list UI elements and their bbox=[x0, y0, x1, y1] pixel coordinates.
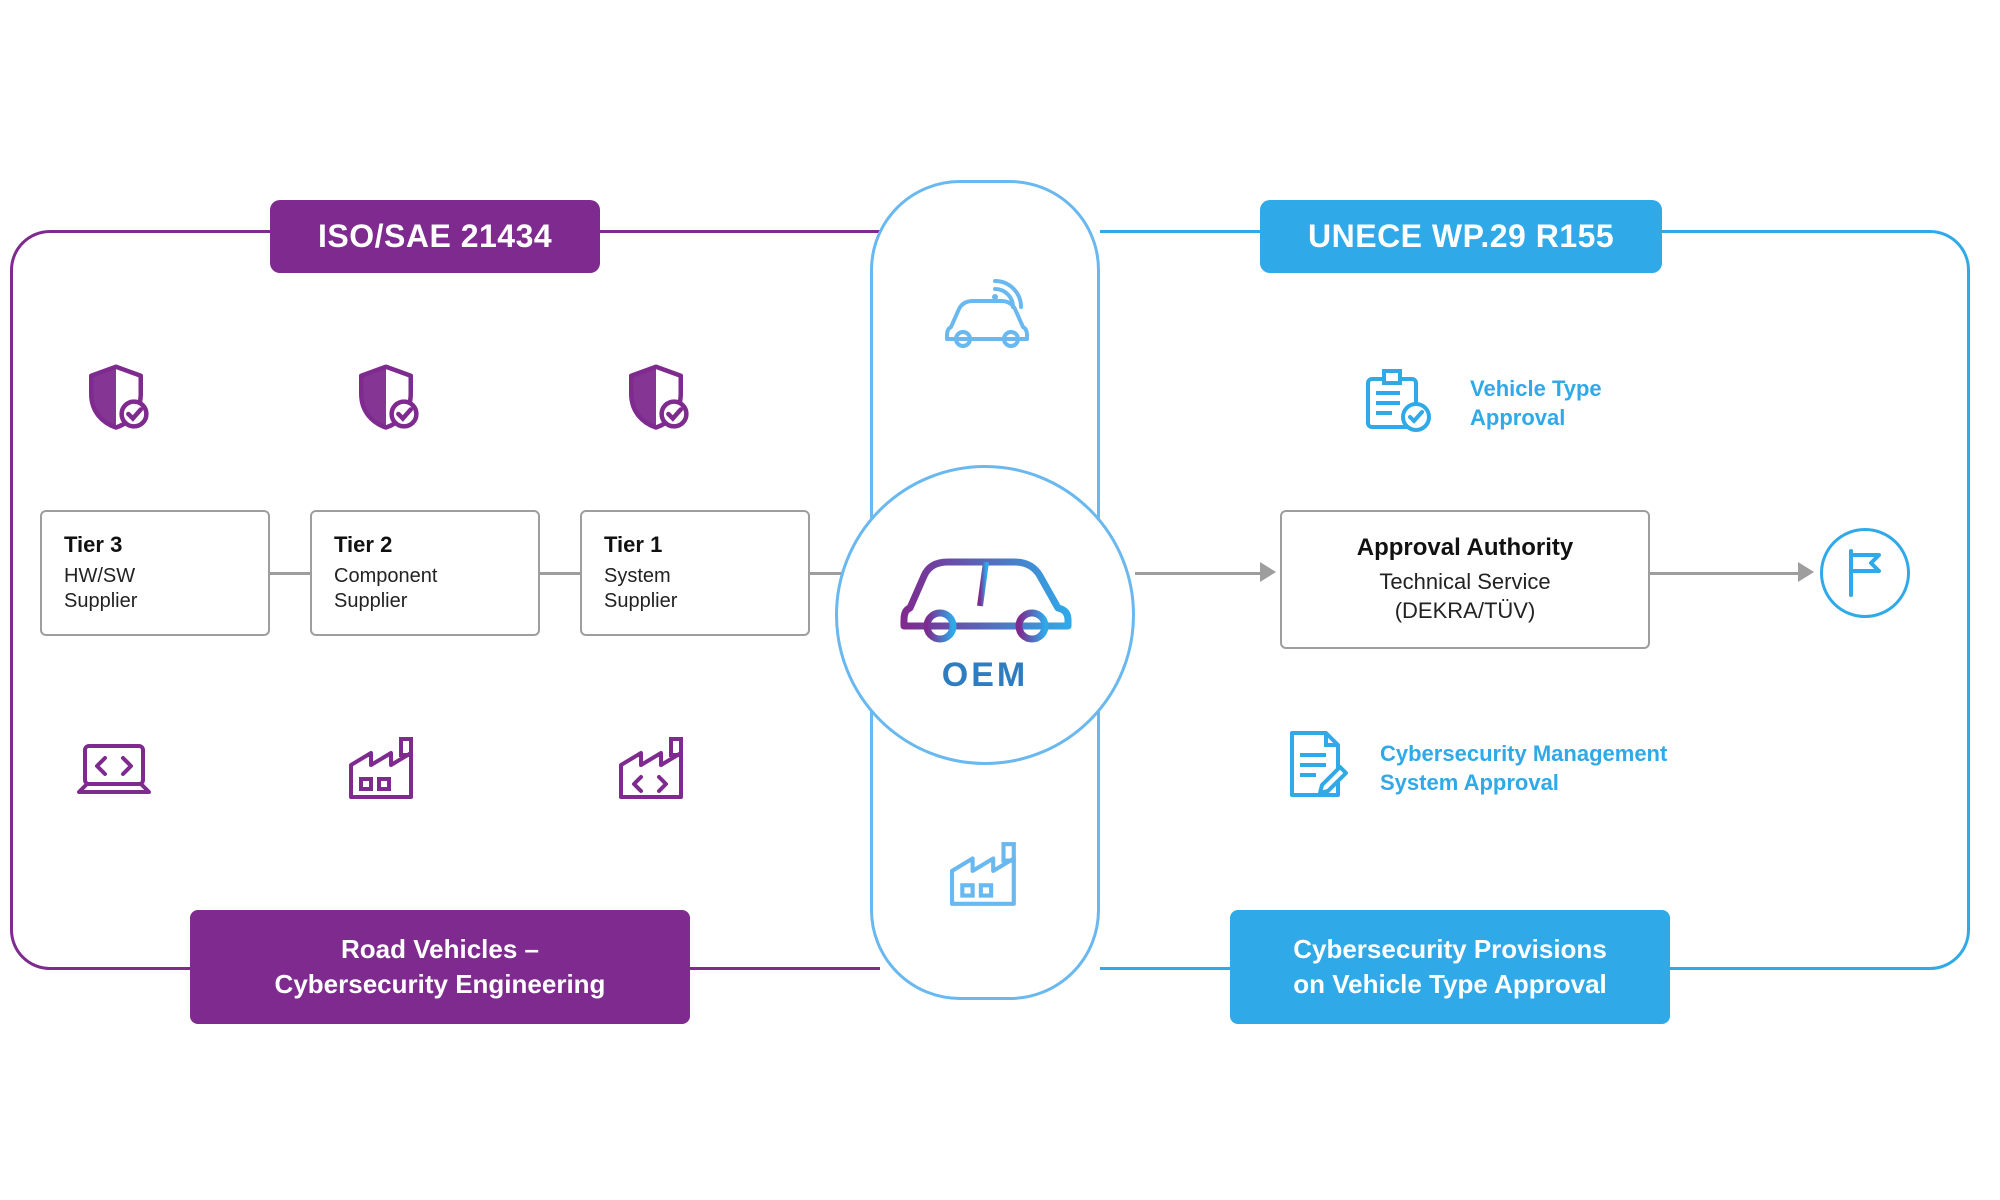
tier3-sub1: HW/SW bbox=[64, 564, 246, 589]
authority-title: Approval Authority bbox=[1314, 534, 1616, 562]
tier2-sub2: Supplier bbox=[334, 589, 516, 614]
footer-left-line1: Road Vehicles – bbox=[230, 932, 650, 967]
shield-icon bbox=[350, 360, 422, 432]
shield-icon bbox=[620, 360, 692, 432]
factory-icon bbox=[345, 735, 423, 803]
connector bbox=[270, 572, 310, 575]
document-check-icon bbox=[1360, 365, 1438, 435]
authority-box: Approval Authority Technical Service (DE… bbox=[1280, 510, 1650, 649]
tier2-title: Tier 2 bbox=[334, 532, 516, 558]
document-pencil-icon bbox=[1280, 725, 1354, 803]
footer-banner-left: Road Vehicles – Cybersecurity Engineerin… bbox=[190, 910, 690, 1024]
authority-sub2: (DEKRA/TÜV) bbox=[1314, 597, 1616, 626]
connector bbox=[1650, 572, 1800, 575]
header-badge-right: UNECE WP.29 R155 bbox=[1260, 200, 1662, 273]
footer-banner-right: Cybersecurity Provisions on Vehicle Type… bbox=[1230, 910, 1670, 1024]
flag-icon bbox=[1841, 547, 1889, 599]
footer-right-line1: Cybersecurity Provisions bbox=[1270, 932, 1630, 967]
footer-left-line2: Cybersecurity Engineering bbox=[230, 967, 650, 1002]
factory-code-icon bbox=[615, 735, 693, 803]
tier1-title: Tier 1 bbox=[604, 532, 786, 558]
arrowhead-icon bbox=[1260, 562, 1276, 582]
tier3-box: Tier 3 HW/SW Supplier bbox=[40, 510, 270, 636]
header-badge-right-text: UNECE WP.29 R155 bbox=[1308, 218, 1614, 254]
tier2-sub1: Component bbox=[334, 564, 516, 589]
car-icon bbox=[890, 536, 1080, 646]
arrowhead-icon bbox=[1798, 562, 1814, 582]
factory-icon bbox=[945, 840, 1027, 910]
header-badge-left-text: ISO/SAE 21434 bbox=[318, 218, 552, 254]
feature-bottom-label: Cybersecurity Management System Approval bbox=[1380, 740, 1667, 797]
connected-car-icon bbox=[935, 275, 1035, 355]
tier1-sub2: Supplier bbox=[604, 589, 786, 614]
feature-top-line1: Vehicle Type bbox=[1470, 375, 1602, 404]
shield-icon bbox=[80, 360, 152, 432]
header-badge-left: ISO/SAE 21434 bbox=[270, 200, 600, 273]
feature-top-line2: Approval bbox=[1470, 404, 1602, 433]
feature-top-label: Vehicle Type Approval bbox=[1470, 375, 1602, 432]
laptop-code-icon bbox=[75, 740, 153, 802]
flag-circle bbox=[1820, 528, 1910, 618]
oem-ring: OEM bbox=[835, 465, 1135, 765]
feature-bottom-line2: System Approval bbox=[1380, 769, 1667, 798]
tier3-title: Tier 3 bbox=[64, 532, 246, 558]
authority-sub1: Technical Service bbox=[1314, 568, 1616, 597]
feature-bottom-line1: Cybersecurity Management bbox=[1380, 740, 1667, 769]
connector bbox=[540, 572, 580, 575]
footer-right-line2: on Vehicle Type Approval bbox=[1270, 967, 1630, 1002]
tier2-box: Tier 2 Component Supplier bbox=[310, 510, 540, 636]
tier1-box: Tier 1 System Supplier bbox=[580, 510, 810, 636]
connector bbox=[1135, 572, 1265, 575]
oem-label: OEM bbox=[942, 656, 1028, 695]
tier1-sub1: System bbox=[604, 564, 786, 589]
tier3-sub2: Supplier bbox=[64, 589, 246, 614]
